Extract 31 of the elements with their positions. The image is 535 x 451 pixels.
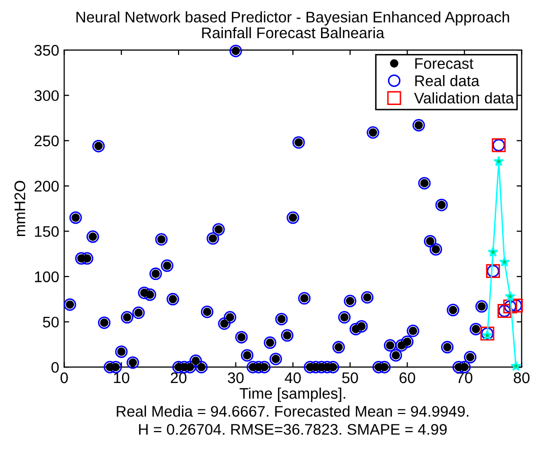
chart-title: Neural Network based Predictor - Bayesian Enhanced Approach [76,11,510,26]
y-tick-label: 50 [42,316,59,328]
point [504,290,516,302]
point [488,246,498,257]
text: H = 0.26704. RMSE=36.7823. SMAPE = 4.99 [139,424,447,435]
y-tick-label: 300 [34,90,59,102]
x-tick-label: 60 [400,372,416,384]
x-axis-title: Time [samples]. [240,388,346,402]
text: Real Media = 94.6667. Forecasted Mean = 94.9949. [116,406,468,417]
x-tick-label: 50 [342,372,358,384]
y-tick-label: 250 [34,136,59,146]
x-tick-label: 0 [60,372,68,384]
y-axis-title: mmH2O [14,180,26,236]
x-tick-label: 30 [228,372,244,384]
chart-subtitle: Rainfall Forecast Balnearia [202,27,384,38]
y-tick-label: 0 [51,362,59,373]
y-tick-label: 350 [34,44,59,56]
point [510,360,522,371]
x-tick-label: 20 [170,372,186,384]
y-tick-label: 100 [35,271,59,282]
x-tick-label: 10 [114,372,130,384]
x-tick-label: 80 [514,372,530,384]
x-tick-label: 70 [456,372,472,384]
legend-label: Real data [415,74,480,86]
y-tick-label: 150 [35,226,59,237]
point [493,156,504,166]
legend-label: Validation data [414,92,514,104]
legend-label: Forecast [415,58,474,69]
y-tick-label: 200 [34,180,59,192]
x-tick-label: 40 [284,372,301,384]
point [499,256,510,267]
